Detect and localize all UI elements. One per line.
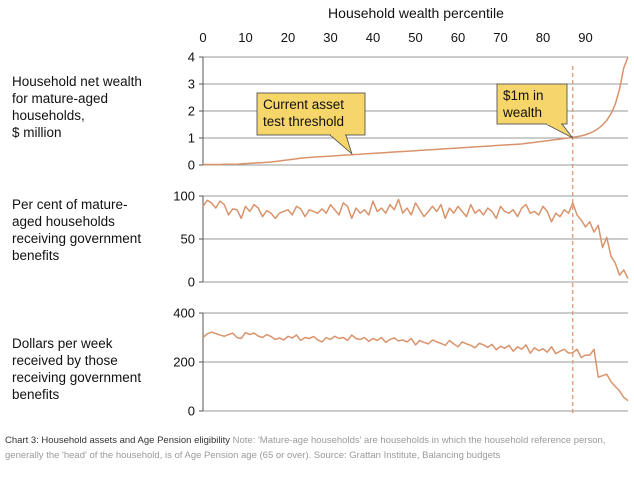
y-tick-label: 50: [181, 232, 195, 247]
callout-label: $1m in wealth: [502, 88, 544, 120]
x-tick-labels: 0 10 20 30 40 50 60 70 80 90: [199, 30, 592, 45]
x-tick-label: 0: [199, 30, 206, 45]
x-tick-label: 10: [238, 30, 252, 45]
callout-1: Current asset test threshold: [256, 92, 366, 156]
y-tick-label: 0: [188, 404, 195, 419]
series-line: [203, 56, 629, 166]
y-tick-label: 4: [188, 50, 195, 65]
y-tick-label: 400: [173, 306, 195, 321]
y-tick-label: 3: [188, 77, 195, 92]
callout-box: [496, 83, 568, 125]
x-tick-label: 70: [493, 30, 507, 45]
x-tick-label: 30: [323, 30, 337, 45]
callout-box: [256, 92, 366, 136]
y-tick-label: 200: [173, 355, 195, 370]
series-line: [202, 331, 629, 402]
chart-caption: Chart 3: Household assets and Age Pensio…: [5, 433, 625, 463]
x-tick-label: 80: [536, 30, 550, 45]
x-tick-label: 20: [281, 30, 295, 45]
figure: Household wealth percentile 0 10 20 30 40 50 6…: [173, 5, 629, 419]
callouts: Current asset test threshold $1m in wealth: [256, 83, 574, 156]
x-tick-label: 40: [366, 30, 380, 45]
y-tick-label: 0: [188, 275, 195, 290]
panel-label-percent-receiving: Per cent of mature- aged households rece…: [12, 197, 142, 263]
panel-3: 0 200 400: [173, 306, 629, 419]
callout-label: Current asset test threshold: [263, 97, 344, 129]
callout-pointer: [545, 123, 574, 139]
x-tick-label: 60: [451, 30, 465, 45]
y-tick-label: 2: [188, 104, 195, 119]
panel-label-wealth: Household net wealth for mature-aged hou…: [12, 74, 142, 140]
panel-2: 0 50 100: [173, 189, 629, 290]
x-tick-label: 90: [578, 30, 592, 45]
y-tick-label: 0: [188, 158, 195, 173]
callout-2: $1m in wealth: [496, 83, 574, 139]
x-tick-label: 50: [408, 30, 422, 45]
y-tick-label: 1: [188, 131, 195, 146]
panel-label-dollars-per-week: Dollars per week received by those recei…: [12, 336, 142, 402]
caption-note: Note: 'Mature-age households' are househ…: [5, 435, 606, 461]
series-line: [202, 198, 629, 279]
caption-title: Chart 3: Household assets and Age Pensio…: [5, 435, 230, 446]
y-tick-label: 100: [173, 189, 195, 204]
top-axis-title: Household wealth percentile: [328, 5, 504, 21]
